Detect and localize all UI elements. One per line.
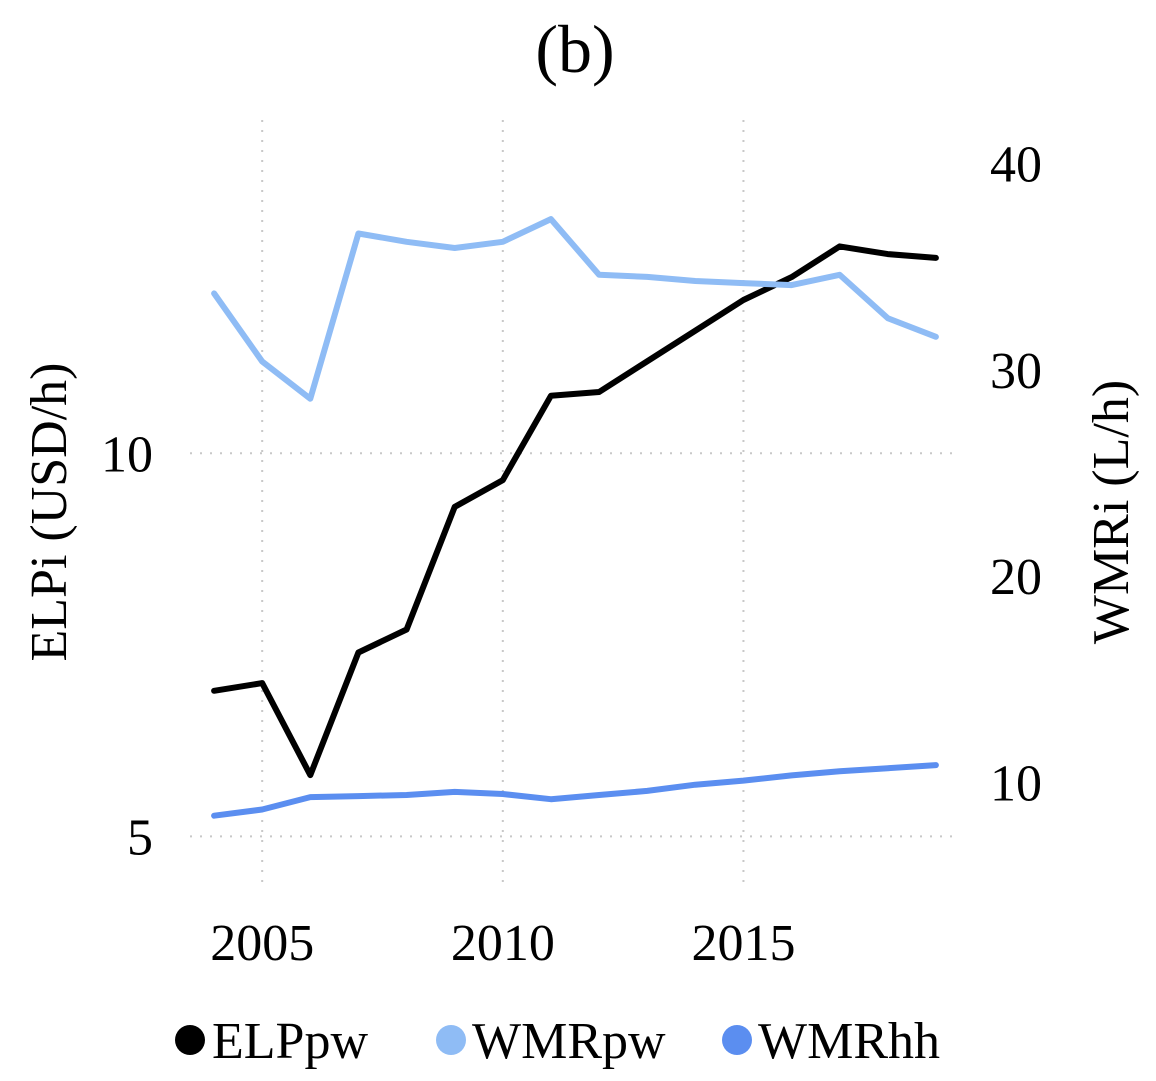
x-axis-ticks: 2005 2010 2015 [210, 915, 795, 972]
x-tick-label: 2005 [210, 915, 314, 972]
x-tick-label: 2015 [691, 915, 795, 972]
series-lines [211, 216, 939, 819]
right-axis-label: WMRi (L/h) [1083, 380, 1140, 644]
gridlines [190, 120, 960, 890]
legend-label-elppw: ELPpw [212, 1013, 368, 1070]
right-tick-label: 10 [990, 756, 1042, 813]
left-tick-label: 5 [127, 809, 153, 866]
right-tick-label: 30 [990, 343, 1042, 400]
series-line-elppw [211, 243, 939, 779]
right-axis-ticks: 10 20 30 40 [990, 136, 1042, 812]
left-axis-label: ELPi (USD/h) [21, 363, 78, 662]
left-axis-ticks: 5 10 [101, 426, 153, 866]
series-line-wmrhh [211, 762, 939, 819]
series-line-wmrpw [211, 216, 939, 402]
legend-label-wmrpw: WMRpw [472, 1013, 666, 1070]
chart-title: (b) [535, 11, 614, 87]
right-tick-label: 40 [990, 136, 1042, 193]
legend-marker-wmrhh [722, 1025, 752, 1055]
x-tick-label: 2010 [451, 915, 555, 972]
legend: ELPpw WMRpw WMRhh [175, 1013, 940, 1070]
legend-label-wmrhh: WMRhh [758, 1013, 940, 1070]
left-tick-label: 10 [101, 426, 153, 483]
right-tick-label: 20 [990, 549, 1042, 606]
legend-marker-wmrpw [436, 1025, 466, 1055]
legend-marker-elppw [175, 1025, 205, 1055]
